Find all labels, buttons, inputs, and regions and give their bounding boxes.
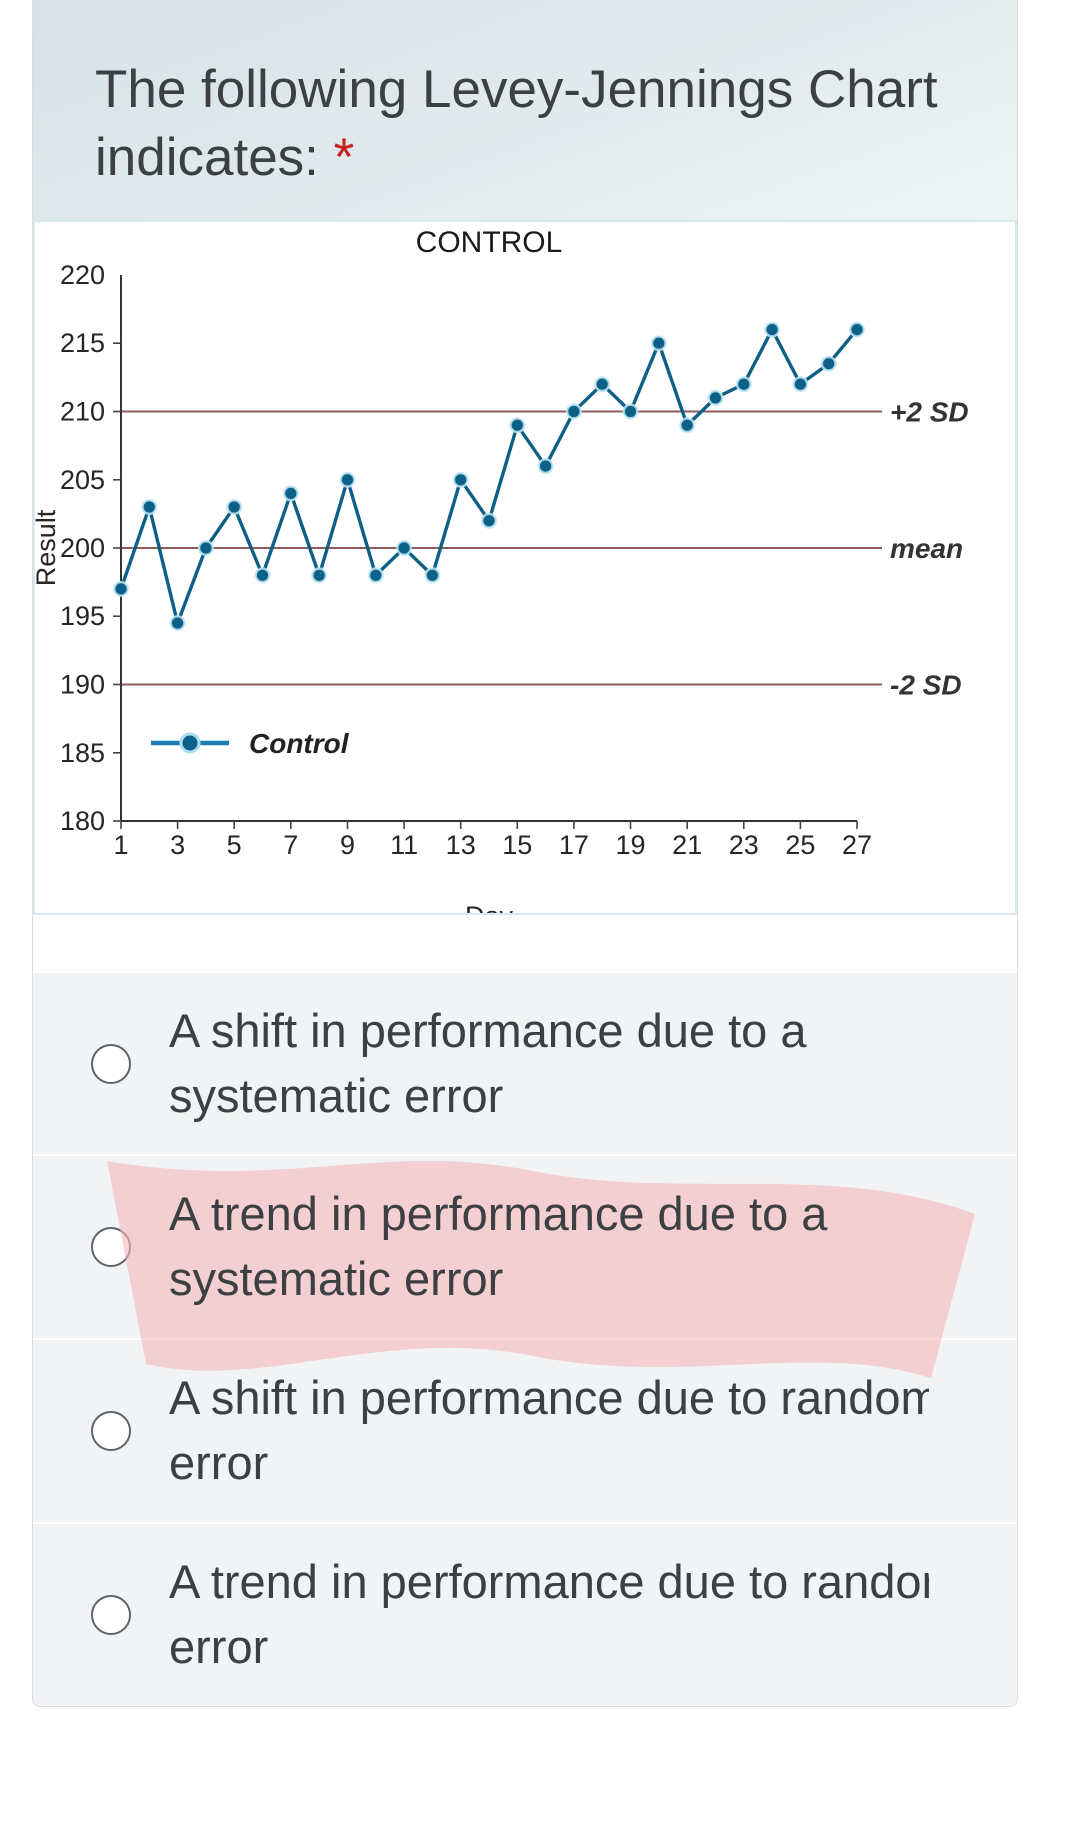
svg-text:205: 205	[60, 464, 105, 494]
svg-text:220: 220	[60, 260, 105, 290]
svg-text:9: 9	[340, 830, 355, 860]
svg-text:13: 13	[446, 830, 476, 860]
svg-text:215: 215	[60, 328, 105, 358]
svg-text:5: 5	[227, 830, 242, 860]
svg-text:7: 7	[283, 830, 298, 860]
svg-text:mean: mean	[890, 533, 963, 564]
svg-text:+2 SD: +2 SD	[890, 396, 969, 427]
svg-text:19: 19	[615, 830, 645, 860]
svg-text:Control: Control	[249, 728, 350, 759]
svg-text:15: 15	[502, 830, 532, 860]
svg-text:180: 180	[60, 806, 105, 836]
svg-text:21: 21	[672, 830, 702, 860]
svg-text:27: 27	[842, 830, 872, 860]
svg-text:1: 1	[113, 830, 128, 860]
svg-text:190: 190	[60, 669, 105, 699]
svg-text:17: 17	[559, 830, 589, 860]
svg-text:185: 185	[60, 737, 105, 767]
svg-text:-2 SD: -2 SD	[890, 669, 962, 700]
svg-text:195: 195	[60, 601, 105, 631]
svg-text:23: 23	[729, 830, 759, 860]
svg-text:200: 200	[60, 533, 105, 563]
svg-text:210: 210	[60, 396, 105, 426]
svg-text:Result: Result	[35, 509, 61, 586]
svg-text:Day: Day	[465, 901, 514, 915]
svg-text:11: 11	[390, 830, 418, 860]
svg-text:25: 25	[785, 830, 815, 860]
svg-text:3: 3	[170, 830, 185, 860]
svg-text:CONTROL: CONTROL	[416, 226, 563, 259]
